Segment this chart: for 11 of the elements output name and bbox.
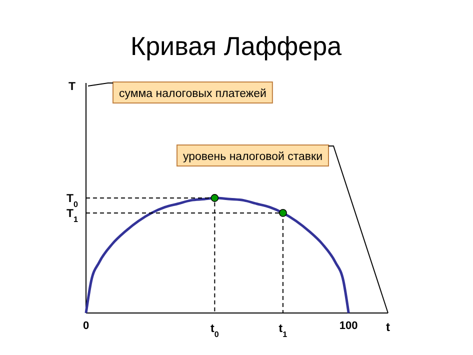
text: T$_{0}$ — [66, 193, 79, 208]
text: T — [68, 81, 76, 93]
text: уровень налоговой ставки — [183, 151, 322, 163]
chart-title: Кривая Лаффера — [130, 31, 342, 61]
text: сумма налоговых платежей — [119, 88, 266, 100]
text: t$_{1}$ — [278, 323, 288, 338]
text: t$_{0}$ — [210, 323, 220, 338]
text: T$_{1}$ — [66, 208, 79, 224]
x-tick-label: 0 — [82, 320, 90, 332]
x-axis-title: t — [386, 320, 390, 334]
x-tick-label: 100 — [339, 320, 358, 332]
